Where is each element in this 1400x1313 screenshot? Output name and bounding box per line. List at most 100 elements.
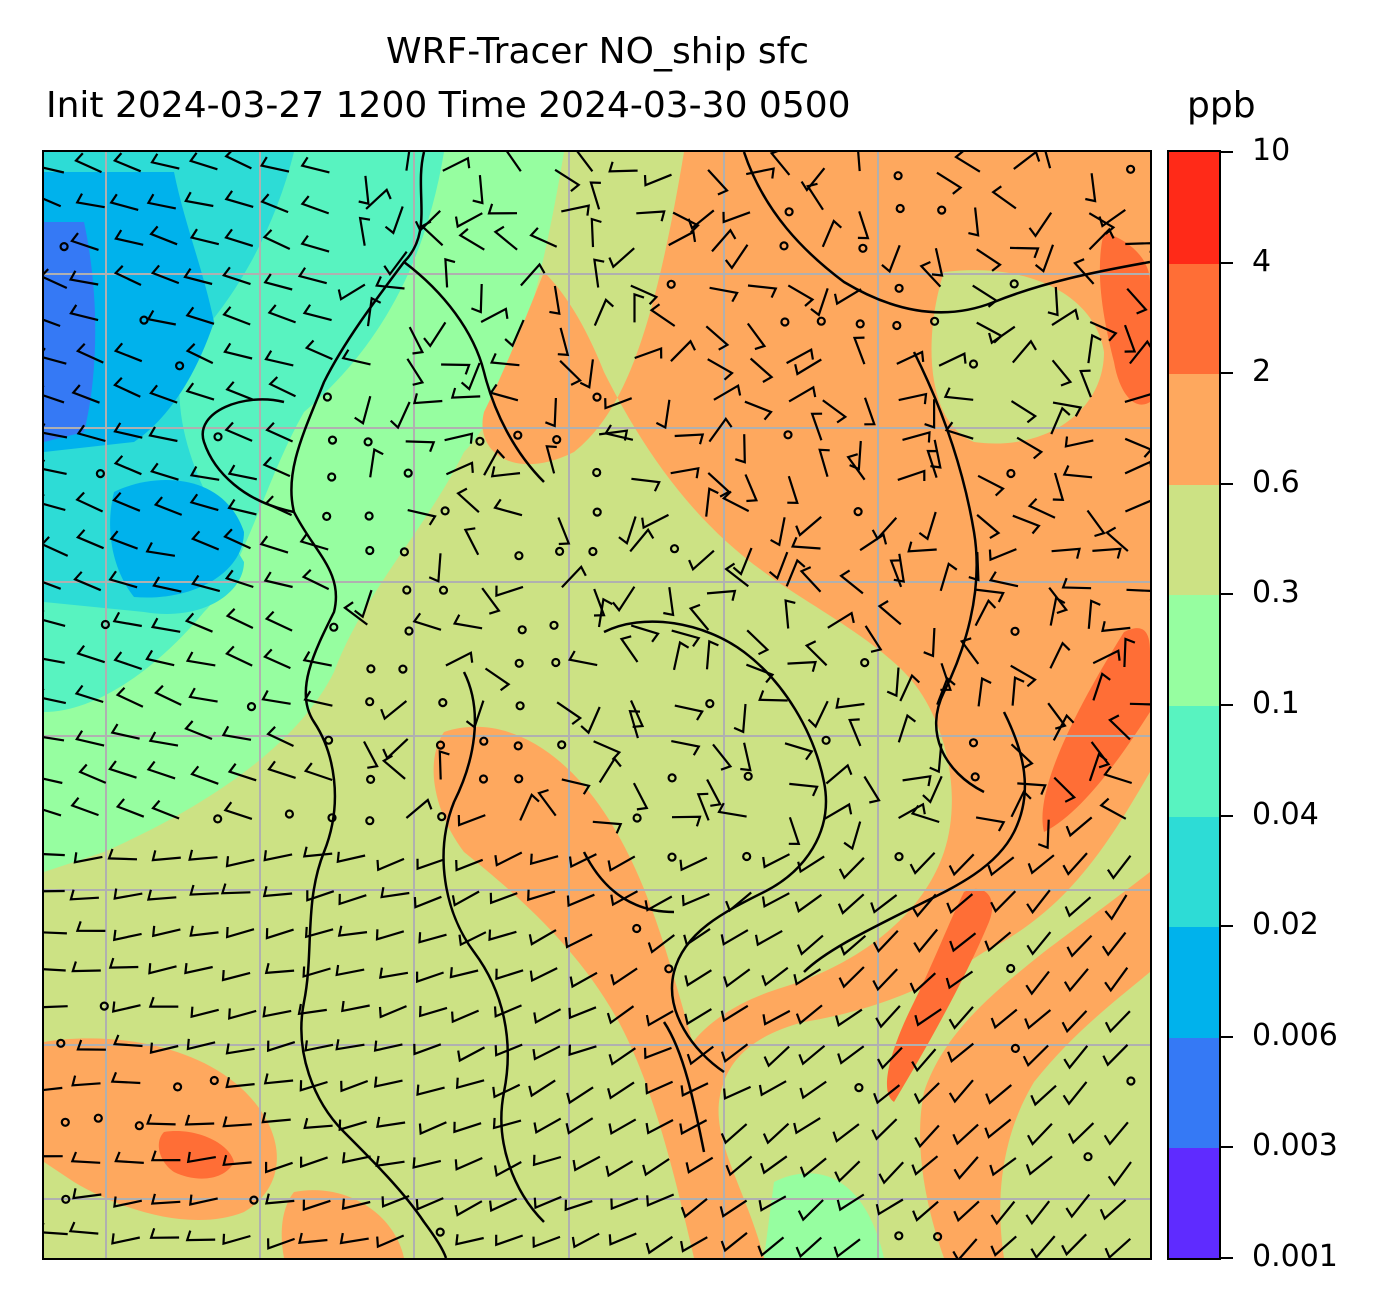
wind-barb <box>1101 931 1127 957</box>
wind-barb <box>897 713 917 743</box>
wind-barb <box>991 185 1017 210</box>
wind-barb <box>44 1155 63 1158</box>
wind-barb <box>893 553 906 583</box>
wind-barb <box>959 637 980 665</box>
wind-barb <box>1107 1161 1132 1187</box>
wind-barb <box>968 551 980 582</box>
wind-barb <box>746 663 775 684</box>
wind-barb <box>412 393 443 405</box>
coastline <box>582 851 675 914</box>
wind-barb <box>975 816 1006 832</box>
wind-barb <box>734 434 746 464</box>
fill-0.3-0.6-se <box>1000 972 1150 1258</box>
calm-wind-marker <box>1010 626 1020 636</box>
wind-barb <box>821 219 843 248</box>
wind-barb <box>191 574 221 593</box>
wind-barb <box>149 1042 179 1055</box>
colorbar-segment <box>1169 594 1219 706</box>
colorbar-tick-label: 0.6 <box>1252 464 1300 500</box>
wind-barb <box>649 303 676 327</box>
wind-barb <box>44 581 62 590</box>
wind-barb <box>902 774 932 787</box>
wind-barb <box>619 635 639 663</box>
calm-wind-marker <box>213 814 223 824</box>
calm-wind-marker <box>514 774 524 784</box>
wind-barb <box>564 933 593 949</box>
wind-barb <box>1105 526 1129 552</box>
wind-barb <box>268 376 296 398</box>
wind-barb <box>724 562 749 588</box>
wind-barb <box>533 1195 562 1210</box>
wind-barb <box>671 815 702 827</box>
wind-barb <box>795 1004 823 1025</box>
wind-barb <box>561 204 590 216</box>
wind-barb <box>493 225 518 251</box>
wind-barb <box>936 676 956 705</box>
wind-barb <box>465 700 485 730</box>
wind-barb <box>679 856 708 872</box>
wind-barb <box>189 925 219 937</box>
wind-barb <box>1088 227 1115 251</box>
wind-barb <box>641 513 669 530</box>
calm-wind-marker <box>365 816 375 826</box>
wind-barb <box>189 228 220 246</box>
wind-barb <box>186 1151 216 1164</box>
wind-barb <box>975 588 1005 603</box>
colorbar-segment <box>1169 1036 1219 1149</box>
wind-barb <box>863 775 881 804</box>
wind-barb <box>300 1156 328 1169</box>
wind-barb <box>797 855 825 874</box>
wind-barb <box>746 629 770 656</box>
calm-wind-marker <box>968 738 979 748</box>
wind-barb <box>484 667 511 692</box>
calm-wind-marker <box>517 625 527 635</box>
wind-barb <box>185 382 215 401</box>
wind-barb <box>488 929 517 942</box>
wind-barb <box>413 1043 442 1056</box>
wind-barb <box>787 475 799 505</box>
calm-wind-marker <box>249 1195 259 1205</box>
wind-barb <box>184 612 213 633</box>
wind-barb <box>73 571 102 592</box>
wind-barb <box>984 1118 1012 1139</box>
wind-barb <box>428 553 442 583</box>
wind-barb <box>1087 599 1101 629</box>
wind-barb <box>151 850 181 862</box>
wind-barb <box>490 466 521 478</box>
wind-barb <box>384 206 404 235</box>
wind-barb <box>373 1076 403 1088</box>
calm-wind-marker <box>59 241 69 252</box>
wind-barb <box>1123 324 1137 353</box>
wind-barb <box>489 383 519 402</box>
wind-barb <box>912 1200 939 1222</box>
wind-barb <box>260 193 289 214</box>
wind-barb <box>383 251 408 276</box>
wind-barb <box>527 889 556 902</box>
wind-barb <box>225 926 255 939</box>
wind-barb <box>1044 152 1052 169</box>
wind-barb <box>565 1117 594 1135</box>
wind-barb <box>76 1039 106 1051</box>
wind-barb <box>725 1155 753 1177</box>
map-title-line2: Init 2024-03-27 1200 Time 2024-03-30 050… <box>46 85 851 126</box>
wind-barb <box>744 474 759 503</box>
wind-barb <box>44 777 63 785</box>
wind-barb <box>926 449 938 478</box>
wind-barb <box>1063 1045 1089 1070</box>
coastline <box>442 671 545 1223</box>
wind-barb <box>684 1008 712 1026</box>
wind-barb <box>877 1046 903 1070</box>
wind-barb <box>265 1161 293 1174</box>
wind-barb <box>146 1113 176 1126</box>
calm-wind-marker <box>209 1075 219 1086</box>
wind-barb <box>642 1158 670 1177</box>
wind-barb <box>725 891 752 913</box>
colorbar-tick <box>1221 261 1233 264</box>
wind-barb <box>645 1080 674 1095</box>
wind-barb <box>365 187 392 210</box>
colorbar-segment <box>1169 705 1219 817</box>
wind-barb <box>1088 752 1108 782</box>
wind-barb <box>1061 1010 1088 1034</box>
colorbar-segment <box>1169 373 1219 485</box>
wind-barb <box>1010 400 1038 424</box>
